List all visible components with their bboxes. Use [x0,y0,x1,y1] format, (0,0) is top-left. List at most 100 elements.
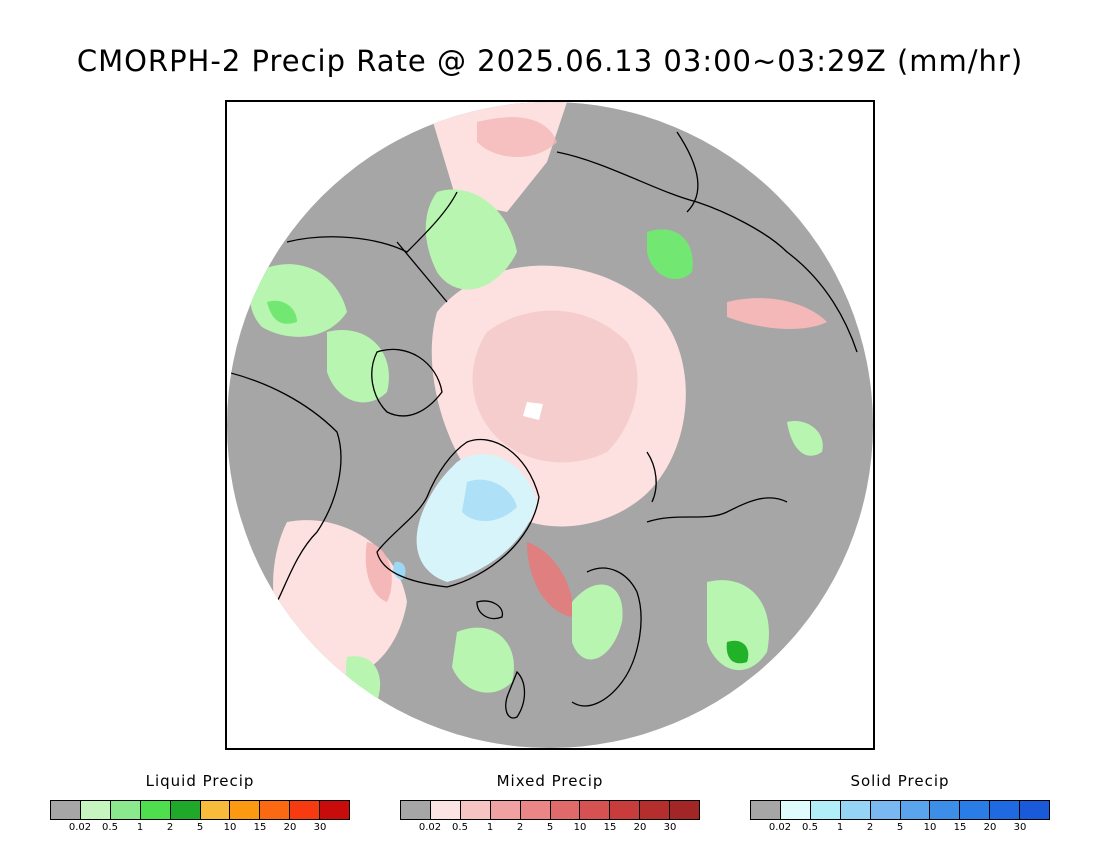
legend-swatch [320,801,350,819]
legend-swatch [490,801,521,819]
liquid-precip-uk [452,627,514,693]
legend-swatch [520,801,551,819]
legend-tick-label: 30 [1013,822,1027,833]
legend-color-bar [400,800,700,820]
legend-tick-label: 20 [633,822,647,833]
chart-title: CMORPH-2 Precip Rate @ 2025.06.13 03:00~… [76,44,1024,78]
liquid-precip-hudson [327,330,389,403]
liquid-precip-east [787,421,823,456]
legend-swatch [870,801,901,819]
legend-ticks: 0.02 0.5 1 2 5 10 15 20 30 [50,820,350,836]
mixed-precip-bering [477,117,557,157]
legend-tick-label: 0.02 [768,822,792,833]
legend-swatch [51,801,81,819]
legend-color-bar [50,800,350,820]
legend-tick-label: 2 [516,822,524,833]
legend-swatch [401,801,431,819]
legend-tick-label: 2 [166,822,174,833]
siberia-coast [676,131,699,213]
novaya-zemlya-coast [646,451,657,503]
eurasia-coast [556,151,858,353]
legend-ticks: 0.02 0.5 1 2 5 10 15 20 30 [750,820,1050,836]
legend-swatch [751,801,781,819]
canadian-archipelago-coast [371,348,443,417]
canada-border [396,241,448,303]
legend-tick-label: 2 [866,822,874,833]
legend-tick-label: 30 [663,822,677,833]
legend-swatch [1020,801,1050,819]
liquid-precip-siberia [647,229,693,280]
legend-tick-label: 15 [603,822,617,833]
solid-precip-greenland-streaks [462,479,517,522]
liquid-precip-russia [707,580,769,671]
russia-north-coast [646,497,788,523]
legend-swatch [930,801,961,819]
legend-swatch [430,801,461,819]
legend-mixed: Mixed Precip 0.02 0.5 1 2 5 10 15 20 30 [400,772,700,836]
legend-tick-label: 10 [923,822,937,833]
legend-tick-label: 30 [313,822,327,833]
uk-coast [505,670,526,719]
legend-tick-label: 0.5 [452,822,468,833]
legend-color-bar [750,800,1050,820]
legend-swatch [460,801,491,819]
legend-swatch [170,801,201,819]
legend-swatch [230,801,261,819]
legend-tick-label: 0.02 [68,822,92,833]
legend-tick-label: 10 [223,822,237,833]
legend-swatch [640,801,671,819]
legend-swatch [900,801,931,819]
legend-tick-label: 15 [953,822,967,833]
legend-tick-label: 10 [573,822,587,833]
legend-tick-label: 1 [836,822,844,833]
legend-swatch [550,801,581,819]
legend-title: Mixed Precip [496,772,604,790]
mixed-precip-east [727,298,827,329]
legend-swatch [990,801,1021,819]
legend-swatch [140,801,171,819]
mixed-precip-norwegian-sea [527,542,573,617]
legend-swatch [670,801,700,819]
iceland-coast [476,600,504,620]
legend-liquid: Liquid Precip 0.02 0.5 1 2 5 10 15 20 30 [50,772,350,836]
legend-title: Liquid Precip [145,772,255,790]
legend-tick-label: 1 [486,822,494,833]
legend-title: Solid Precip [850,772,950,790]
legend-swatch [840,801,871,819]
legend-tick-label: 0.5 [102,822,118,833]
legend-tick-label: 1 [136,822,144,833]
liquid-precip-canada-west-core [267,300,297,324]
legend-swatch [110,801,141,819]
legend-solid: Solid Precip 0.02 0.5 1 2 5 10 15 20 30 [750,772,1050,836]
legend-swatch [290,801,321,819]
liquid-precip-alaska [425,189,517,290]
legend-swatch [580,801,611,819]
legend-tick-label: 0.02 [418,822,442,833]
legend-swatch [260,801,291,819]
legend-swatch [810,801,841,819]
polar-map [227,102,873,748]
legend-swatch [960,801,991,819]
legend-swatch [80,801,111,819]
legend-tick-label: 5 [196,822,204,833]
scandinavia-coast [571,567,642,707]
north-america-coast [227,371,342,603]
legend-swatch [200,801,231,819]
legend-ticks: 0.02 0.5 1 2 5 10 15 20 30 [400,820,700,836]
legend-tick-label: 20 [983,822,997,833]
liquid-precip-canada-west [250,264,347,337]
mixed-precip-labrador [365,542,392,602]
greenland-coast [376,438,540,588]
legend-swatch [780,801,811,819]
mixed-precip-arctic-streaks [472,310,638,463]
legend-tick-label: 5 [546,822,554,833]
liquid-precip-russia-core [726,640,749,664]
liquid-precip-scandinavia [572,584,623,660]
map-frame [225,100,875,750]
legend-tick-label: 15 [253,822,267,833]
legend-tick-label: 0.5 [802,822,818,833]
solid-precip-greenland-south [393,561,406,580]
legend-tick-label: 5 [896,822,904,833]
legend-swatch [610,801,641,819]
pole-no-data [523,402,543,420]
